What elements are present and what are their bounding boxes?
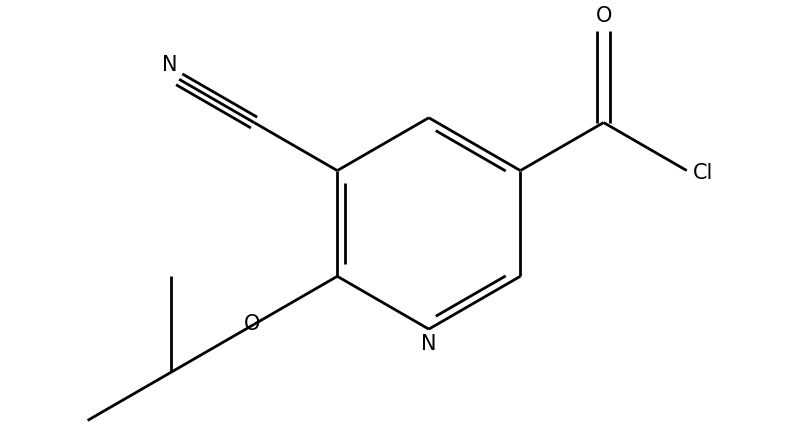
Text: N: N: [421, 334, 437, 354]
Text: O: O: [595, 6, 612, 26]
Text: N: N: [162, 54, 178, 74]
Text: Cl: Cl: [693, 163, 713, 182]
Text: O: O: [244, 314, 260, 334]
